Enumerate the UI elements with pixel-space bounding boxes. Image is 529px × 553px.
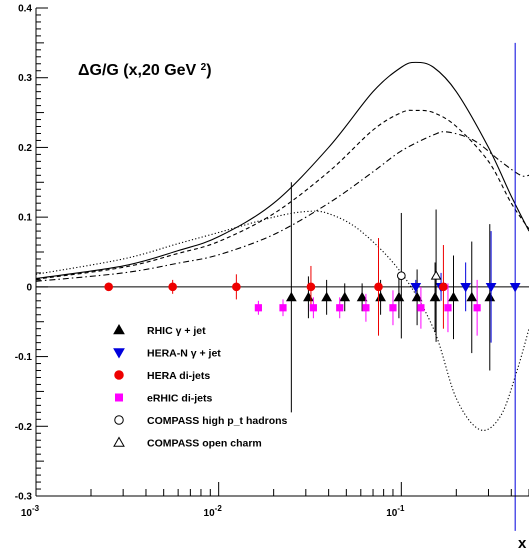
x-tick-exponent: -3 [32, 504, 40, 513]
series-5 [430, 209, 442, 342]
data-point [485, 282, 497, 293]
legend: RHIC γ + jet HERA-N γ + jet HERA di-jets eR… [113, 323, 288, 450]
y-tick-label: 0.1 [18, 213, 32, 224]
data-point [396, 271, 406, 281]
data-point [460, 282, 472, 293]
y-tick-label: -0.1 [15, 352, 33, 363]
data-point [374, 282, 383, 292]
curve-dotted [36, 210, 529, 431]
x-axis-label: x [518, 535, 527, 552]
legend-label: eRHIC di-jets [147, 393, 213, 405]
data-point [309, 304, 317, 312]
data-points [104, 42, 521, 531]
data-point [321, 291, 332, 302]
y-tick-label: -0.2 [15, 422, 33, 433]
series-3 [254, 279, 481, 336]
x-tick-label: 10-3 [21, 504, 40, 519]
series-0 [285, 182, 496, 413]
data-point [439, 282, 448, 292]
data-point [389, 304, 397, 312]
curve-dashdot [36, 131, 529, 282]
legend-label: COMPASS high p_t hadrons [147, 415, 288, 427]
data-point [410, 282, 422, 293]
x-tick-exponent: -2 [215, 504, 223, 513]
data-point [279, 304, 287, 312]
chart-title: ΔG/G (x,20 GeV 2) [78, 62, 212, 80]
legend-label: RHIC γ + jet [147, 325, 206, 337]
data-point [254, 304, 262, 312]
x-tick-exponent: -1 [397, 504, 405, 513]
curve-solid [36, 61, 529, 280]
data-point [232, 282, 241, 292]
data-point [303, 291, 314, 302]
y-tick-label: 0.3 [18, 73, 32, 84]
x-tick-label: 10-2 [204, 504, 223, 519]
axes: -0.3 -0.2 -0.1 0 0.1 0.2 0.3 0.4 10-3 10-2 10-1 [15, 4, 529, 519]
data-point [285, 291, 297, 302]
y-tick-label: 0 [26, 282, 32, 293]
data-point [362, 304, 370, 312]
y-tick-label: 0.4 [18, 4, 32, 15]
series-2 [104, 238, 448, 336]
data-point [339, 291, 351, 302]
series-4 [396, 212, 406, 339]
legend-label: HERA-N γ + jet [147, 348, 221, 360]
data-point [336, 304, 344, 312]
y-tick-label: -0.3 [15, 492, 33, 503]
title-superscript: 2 [201, 62, 207, 73]
data-point [448, 291, 459, 302]
legend-marker [113, 348, 125, 359]
data-point [168, 282, 177, 292]
legend-marker [114, 370, 124, 380]
data-point [473, 304, 481, 312]
theory-curves [36, 61, 529, 431]
data-point [444, 304, 452, 312]
data-point [306, 282, 316, 292]
legend-marker [113, 323, 125, 335]
data-point [466, 291, 478, 302]
data-point [411, 291, 423, 302]
x-tick-label: 10-1 [386, 504, 405, 519]
series-1 [410, 42, 521, 531]
legend-label: HERA di-jets [147, 370, 210, 382]
data-point [375, 291, 386, 302]
data-point [509, 282, 521, 293]
chart-title-main: ΔG/G (x,20 GeV [78, 62, 197, 79]
data-point [429, 291, 441, 302]
data-point [417, 304, 425, 312]
title-rest: ) [206, 62, 211, 79]
data-point [484, 291, 496, 302]
legend-marker [115, 393, 123, 402]
data-point [356, 291, 368, 302]
y-tick-label: 0.2 [18, 143, 32, 154]
legend-label: COMPASS open charm [147, 438, 262, 450]
legend-marker [113, 436, 125, 447]
legend-marker [114, 415, 124, 425]
data-point [104, 282, 114, 292]
data-point [430, 270, 442, 280]
data-point [393, 291, 405, 302]
curve-dashed [36, 109, 529, 280]
